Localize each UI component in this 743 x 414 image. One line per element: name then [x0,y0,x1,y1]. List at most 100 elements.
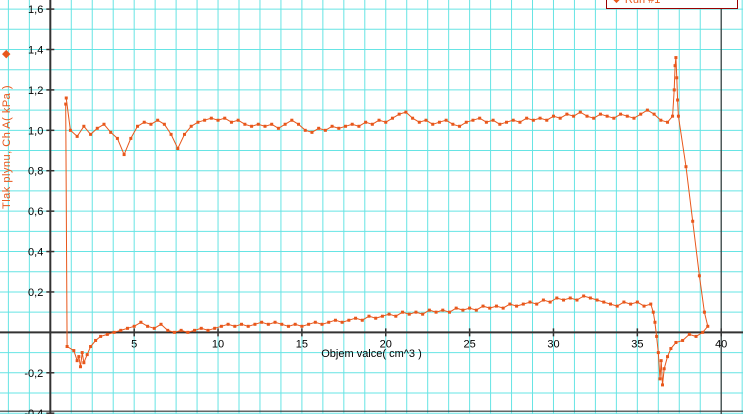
data-point-marker [404,110,408,114]
data-point-marker [666,120,670,124]
data-point-marker [85,353,89,357]
y-tick-label: 0,2 [28,287,43,299]
x-axis-title[interactable]: Objem valce( cm^3 ) [321,348,422,360]
data-point-marker [468,306,472,310]
data-point-marker [166,328,170,332]
data-point-marker [189,124,193,128]
data-point-marker [105,332,109,336]
data-point-marker [75,359,79,363]
data-point-marker [380,314,384,318]
x-tick-label: 15 [296,338,308,350]
data-point-marker [240,322,244,326]
data-point-marker [77,355,81,359]
data-point-marker [357,124,361,128]
data-point-marker [622,300,626,304]
data-point-marker [578,110,582,114]
data-point-marker [323,128,327,132]
data-point-marker [387,312,391,316]
data-point-marker [625,114,629,118]
x-tick-label: 35 [631,338,643,350]
data-point-marker [293,322,297,326]
series-line [65,57,709,385]
data-point-marker [233,324,237,328]
y-tick-label: -0,2 [24,368,43,380]
data-point-marker [595,298,599,302]
data-point-marker [585,114,589,118]
data-point-marker [374,316,378,320]
data-point-marker [458,124,462,128]
data-point-marker [674,56,678,60]
data-point-marker [651,310,655,314]
data-point-marker [82,361,86,365]
data-point-marker [182,132,186,136]
data-point-marker [588,296,592,300]
data-point-marker [89,132,93,136]
data-point-marker [575,298,579,302]
data-point-marker [266,322,270,326]
data-point-marker [662,367,666,371]
data-point-marker [656,351,660,355]
y-tick-label: 1,6 [28,4,43,16]
data-point-marker [179,328,183,332]
data-point-marker [660,383,664,387]
data-point-marker [94,338,98,342]
data-point-marker [273,320,277,324]
data-point-marker [605,114,609,118]
data-point-marker [541,298,545,302]
data-point-marker [390,116,394,120]
data-point-marker [209,116,213,120]
data-point-marker [253,322,257,326]
data-point-marker [139,320,143,324]
data-point-marker [464,120,468,124]
data-point-marker [672,88,676,92]
data-point-marker [602,300,606,304]
data-point-marker [632,116,636,120]
data-point-marker [635,300,639,304]
data-point-marker [484,120,488,124]
data-point-marker [687,332,691,336]
data-point-marker [256,122,260,126]
data-point-marker [508,302,512,306]
data-point-marker [112,330,116,334]
data-point-marker [313,320,317,324]
data-point-marker [384,120,388,124]
data-point-marker [300,324,304,328]
data-point-marker [156,118,160,122]
data-point-marker [152,326,156,330]
data-point-marker [172,330,176,334]
data-point-marker [558,116,562,120]
data-point-marker [132,324,136,328]
data-point-marker [297,122,301,126]
data-point-marker [545,118,549,122]
data-point-marker [397,112,401,116]
y-tick-label: 0,8 [28,166,43,178]
data-point-marker [424,118,428,122]
data-point-marker [694,334,698,338]
data-point-marker [250,124,254,128]
legend-run-label: Run #1 [625,0,660,6]
x-tick-label: 10 [212,338,224,350]
data-point-marker [461,308,465,312]
data-point-marker [276,126,280,130]
data-point-marker [136,124,140,128]
legend[interactable]: ◆ Run #1 [606,0,738,9]
data-point-marker [206,328,210,332]
data-point-marker [115,136,119,140]
data-point-marker [675,76,679,80]
data-point-marker [676,114,680,118]
data-point-marker [337,126,341,130]
data-point-marker [307,322,311,326]
data-point-marker [303,128,307,132]
series-run-1[interactable] [64,56,710,387]
data-point-marker [498,122,502,126]
data-point-marker [216,118,220,122]
y-axis-title[interactable]: Tlak plynu, Ch A( kPa ) [1,85,13,209]
data-point-marker [518,120,522,124]
data-point-marker [236,118,240,122]
data-point-marker [159,322,163,326]
data-point-marker [437,120,441,124]
data-point-marker [691,219,695,223]
data-point-marker [494,304,498,308]
